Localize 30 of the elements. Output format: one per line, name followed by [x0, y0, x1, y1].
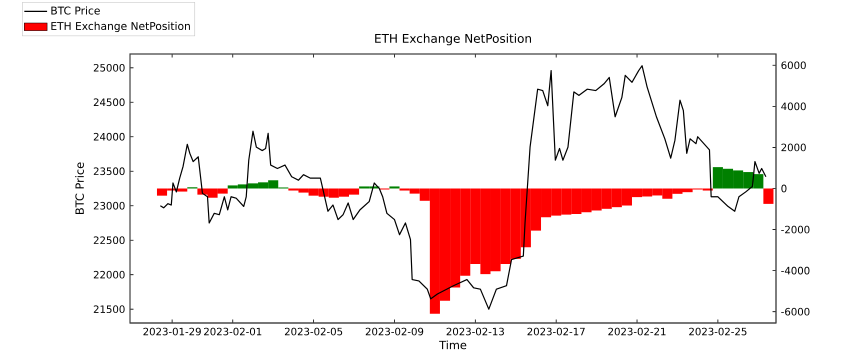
x-tick-label: 2023-02-13	[446, 328, 504, 336]
y-tick-label: 25000	[94, 64, 125, 72]
y-tick-label: 22500	[94, 236, 125, 244]
y2-tick-label: 0	[781, 184, 786, 192]
legend-label: BTC Price	[51, 6, 100, 15]
y2-tick-label: -4000	[781, 266, 810, 274]
y-axis-title: BTC Price	[75, 162, 84, 214]
x-tick-label: 2023-02-17	[527, 328, 585, 336]
y-tick-label: 24500	[94, 98, 125, 106]
x-tick-label: 2023-02-01	[204, 328, 262, 336]
y2-tick-label: 6000	[781, 61, 806, 70]
y-tick-label: 23500	[94, 167, 125, 176]
x-tick-label: 2023-01-29	[143, 328, 201, 336]
bar	[763, 188, 774, 204]
x-tick-label: 2023-02-25	[689, 328, 746, 336]
x-tick-label: 2023-02-21	[608, 328, 666, 336]
x-axis-title: Time	[439, 340, 466, 350]
legend-label: ETH Exchange NetPosition	[51, 22, 190, 32]
chart-title: ETH Exchange NetPosition	[375, 34, 532, 46]
x-tick-label: 2023-02-05	[284, 328, 342, 336]
y2-tick-label: 2000	[781, 144, 806, 152]
y2-tick-label: -6000	[781, 308, 810, 316]
y-tick-label: 24000	[94, 132, 125, 141]
x-tick-label: 2023-02-09	[366, 328, 424, 336]
y2-tick-label: -2000	[781, 226, 810, 234]
y-tick-label: 23000	[94, 202, 125, 210]
line-series	[160, 65, 766, 310]
y-tick-label: 22000	[94, 270, 125, 279]
y-tick-label: 21500	[94, 305, 125, 314]
y2-tick-label: 4000	[781, 102, 806, 110]
